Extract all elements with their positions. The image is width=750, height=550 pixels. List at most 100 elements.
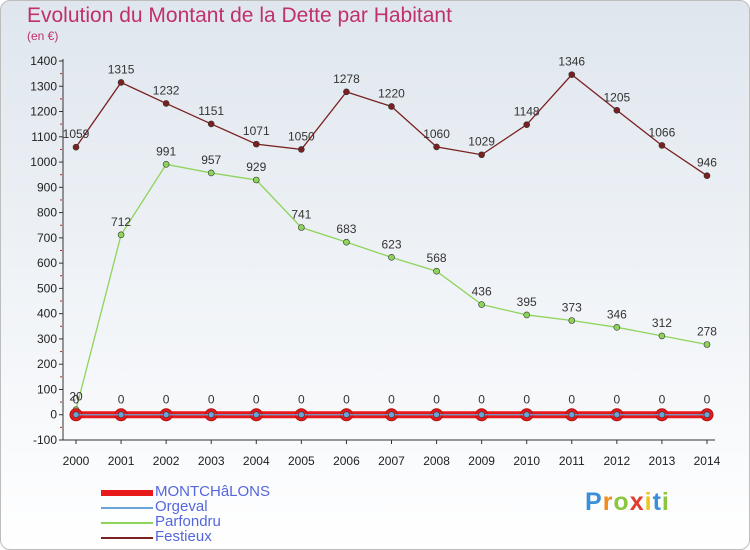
data-label: 1060 xyxy=(423,127,450,141)
y-tick-label: 900 xyxy=(37,180,57,194)
data-point xyxy=(613,106,621,114)
data-point xyxy=(162,411,170,419)
data-label: 1071 xyxy=(243,124,270,138)
data-label: 0 xyxy=(478,393,485,407)
data-label: 0 xyxy=(208,393,215,407)
data-label: 0 xyxy=(523,393,530,407)
data-label: 1050 xyxy=(288,129,315,143)
data-point xyxy=(523,311,531,319)
data-point xyxy=(117,231,125,239)
data-label: 712 xyxy=(111,215,131,229)
data-point xyxy=(343,88,350,96)
y-tick-label: 0 xyxy=(50,408,57,422)
data-label: 0 xyxy=(298,393,305,407)
data-label: 0 xyxy=(568,393,575,407)
data-point xyxy=(207,411,215,419)
data-point xyxy=(703,411,711,419)
legend-swatch xyxy=(101,490,153,496)
data-label: 0 xyxy=(613,393,620,407)
logo-letter: P xyxy=(585,488,603,516)
legend: MONTCHâLONS Orgeval Parfondru Festieux xyxy=(101,483,401,545)
data-point xyxy=(298,411,305,419)
data-point xyxy=(433,267,440,275)
data-point xyxy=(568,317,576,324)
logo-letter: i xyxy=(644,488,653,516)
data-label: 1220 xyxy=(378,86,405,100)
legend-label: Parfondru xyxy=(155,513,221,530)
data-label: 0 xyxy=(73,393,80,407)
data-label: 991 xyxy=(156,144,176,158)
data-label: 1148 xyxy=(514,105,540,119)
data-label: 1315 xyxy=(108,62,135,76)
legend-item: MONTCHâLONS xyxy=(101,483,401,500)
x-tick-label: 2007 xyxy=(378,454,405,468)
legend-label: Festieux xyxy=(155,528,212,545)
data-point xyxy=(72,411,80,419)
x-tick-label: 2004 xyxy=(243,454,270,468)
data-label: 0 xyxy=(433,393,440,407)
y-tick-label: 500 xyxy=(37,281,57,295)
data-label: 1059 xyxy=(63,127,90,141)
data-label: 1346 xyxy=(558,55,585,69)
data-point xyxy=(658,332,666,340)
x-tick-label: 2013 xyxy=(649,454,676,468)
y-tick-label: 300 xyxy=(37,332,57,346)
data-label: 1205 xyxy=(603,90,630,104)
data-label: 0 xyxy=(163,393,170,407)
data-point xyxy=(478,411,485,419)
data-point xyxy=(433,143,440,151)
legend-swatch xyxy=(101,537,153,539)
data-point xyxy=(613,324,621,331)
data-label: 278 xyxy=(697,324,717,338)
y-tick-label: 100 xyxy=(37,382,57,396)
x-tick-label: 2008 xyxy=(423,454,450,468)
legend-item: Orgeval xyxy=(101,498,401,515)
data-point xyxy=(433,411,440,419)
x-tick-label: 2011 xyxy=(559,454,585,468)
data-label: 929 xyxy=(246,160,266,174)
data-label: 568 xyxy=(427,251,447,265)
data-point xyxy=(658,142,666,149)
data-label: 0 xyxy=(659,393,666,407)
data-point xyxy=(343,411,350,419)
proxiti-logo: Proxiti xyxy=(585,488,670,517)
y-tick-label: -100 xyxy=(33,433,57,447)
data-point xyxy=(252,411,260,419)
data-point xyxy=(568,71,576,78)
data-label: 312 xyxy=(652,316,672,330)
data-label: 1278 xyxy=(333,72,360,86)
logo-letter: x xyxy=(629,488,645,516)
legend-swatch xyxy=(101,507,153,509)
legend-label: Orgeval xyxy=(155,498,208,515)
y-tick-label: 700 xyxy=(37,231,57,245)
data-label: 683 xyxy=(336,222,356,236)
logo-letter: t xyxy=(652,488,662,516)
y-tick-label: 1200 xyxy=(30,105,57,119)
data-point xyxy=(523,411,531,419)
logo-letter: r xyxy=(602,488,614,516)
data-label: 0 xyxy=(388,393,395,407)
y-tick-label: 1000 xyxy=(30,155,57,169)
data-label: 0 xyxy=(343,393,350,407)
series-line-parfondru xyxy=(75,163,708,410)
data-label: 1232 xyxy=(153,83,180,97)
x-tick-label: 2000 xyxy=(63,454,90,468)
data-point xyxy=(703,341,711,348)
y-tick-label: 200 xyxy=(37,357,57,371)
data-label: 346 xyxy=(607,307,627,321)
data-point xyxy=(388,103,395,110)
data-point xyxy=(703,172,711,180)
y-tick-label: 1300 xyxy=(30,79,57,93)
x-tick-label: 2001 xyxy=(108,454,135,468)
x-tick-label: 2006 xyxy=(333,454,360,468)
data-label: 436 xyxy=(472,285,492,299)
x-tick-label: 2010 xyxy=(513,454,540,468)
data-label: 1066 xyxy=(649,125,676,139)
data-point xyxy=(162,100,170,107)
data-point xyxy=(478,301,485,308)
y-tick-label: 600 xyxy=(37,256,57,270)
data-point xyxy=(252,176,260,184)
data-point xyxy=(252,140,260,148)
